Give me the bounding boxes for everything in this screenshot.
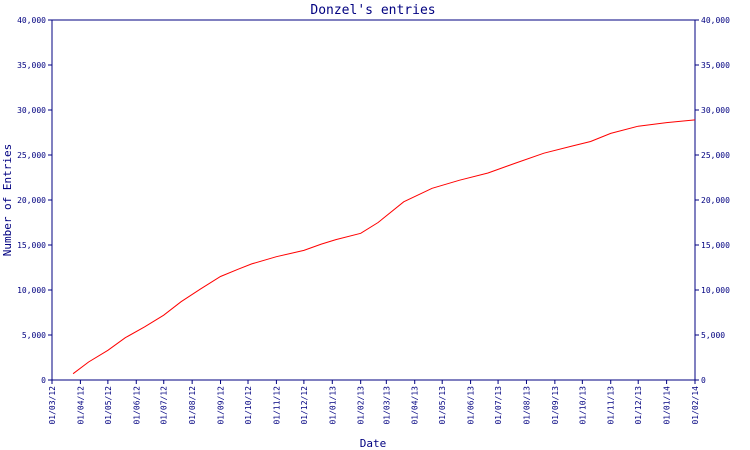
x-tick-label: 01/02/13 (357, 386, 366, 425)
y-tick-label-left: 15,000 (17, 241, 46, 250)
y-tick-label-left: 35,000 (17, 61, 46, 70)
y-tick-label-left: 25,000 (17, 151, 46, 160)
x-tick-label: 01/10/12 (244, 386, 253, 425)
x-tick-label: 01/09/13 (551, 386, 560, 425)
x-tick-label: 01/11/13 (607, 386, 616, 425)
y-tick-label-left: 40,000 (17, 16, 46, 25)
series-line (72, 119, 696, 375)
y-tick-label-right: 30,000 (701, 106, 730, 115)
x-axis-label: Date (360, 437, 387, 450)
right-y-axis: 0 5,000 10,000 15,000 20,000 25,000 30,000 35,0… (695, 16, 730, 385)
y-tick-label-right: 5,000 (701, 331, 725, 340)
plot-area-frame (51, 19, 696, 381)
x-tick-label: 01/06/13 (467, 386, 476, 425)
x-tick-label: 01/01/13 (328, 386, 337, 425)
y-tick-label-left: 5,000 (22, 331, 46, 340)
y-tick-label-right: 40,000 (701, 16, 730, 25)
x-tick-label: 01/10/13 (578, 386, 587, 425)
y-axis-label: Number of Entries (1, 144, 14, 257)
x-tick-label: 01/03/12 (48, 386, 57, 425)
x-axis: 01/03/12 01/04/12 01/05/12 01/06/12 01/07/12… (48, 380, 700, 425)
y-tick-label-right: 25,000 (701, 151, 730, 160)
x-tick-label: 01/08/12 (188, 386, 197, 425)
y-tick-label-right: 10,000 (701, 286, 730, 295)
y-tick-label-left: 10,000 (17, 286, 46, 295)
x-tick-label: 01/01/14 (663, 386, 672, 425)
x-tick-label: 01/07/12 (160, 386, 169, 425)
x-tick-label: 01/12/13 (634, 386, 643, 425)
y-tick-label-right: 35,000 (701, 61, 730, 70)
x-tick-label: 01/06/12 (132, 386, 141, 425)
x-tick-label: 01/05/12 (104, 386, 113, 425)
chart-title: Donzel's entries (310, 3, 435, 18)
y-tick-label-right: 0 (701, 376, 706, 385)
x-tick-label: 01/09/12 (217, 386, 226, 425)
x-tick-label: 01/05/13 (438, 386, 447, 425)
y-tick-label-left: 20,000 (17, 196, 46, 205)
y-tick-label-right: 15,000 (701, 241, 730, 250)
y-tick-label-left: 30,000 (17, 106, 46, 115)
left-y-axis: 0 5,000 10,000 15,000 20,000 25,000 30,000 35,0… (17, 16, 52, 385)
x-tick-label: 01/12/12 (300, 386, 309, 425)
x-tick-label: 01/02/14 (691, 386, 700, 425)
y-tick-label-right: 20,000 (701, 196, 730, 205)
x-tick-label: 01/08/13 (522, 386, 531, 425)
x-tick-label: 01/04/13 (411, 386, 420, 425)
x-tick-label: 01/11/12 (272, 386, 281, 425)
x-tick-label: 01/03/13 (382, 386, 391, 425)
x-tick-label: 01/04/12 (76, 386, 85, 425)
series-layer (72, 119, 696, 375)
y-tick-label-left: 0 (41, 376, 46, 385)
x-tick-label: 01/07/13 (494, 386, 503, 425)
